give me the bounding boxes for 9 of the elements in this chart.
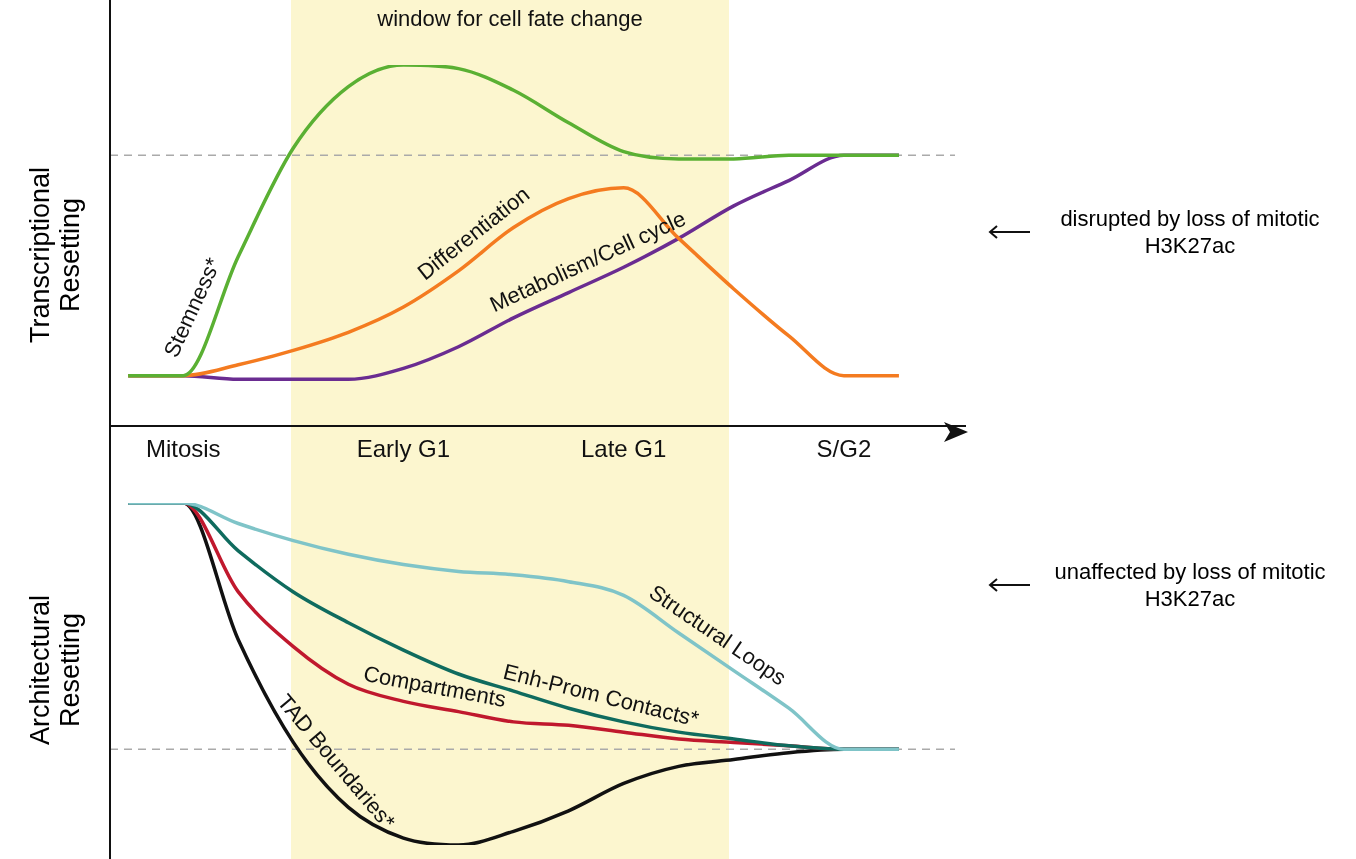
x-tick-label: Mitosis: [145, 435, 221, 463]
x-tick-label: Late G1: [580, 435, 667, 463]
text: unaffected by loss of mitotic H3K27ac: [1053, 558, 1327, 612]
x-tick-label: S/G2: [816, 435, 872, 463]
text: disrupted by loss of mitotic H3K27ac: [1059, 205, 1321, 259]
y-axis-title: Architectural Resetting: [25, 593, 85, 748]
chart-title: window for cell fate change: [376, 6, 643, 32]
x-tick-label: Early G1: [356, 435, 451, 463]
y-axis-title: Transcriptional Resetting: [25, 165, 85, 346]
